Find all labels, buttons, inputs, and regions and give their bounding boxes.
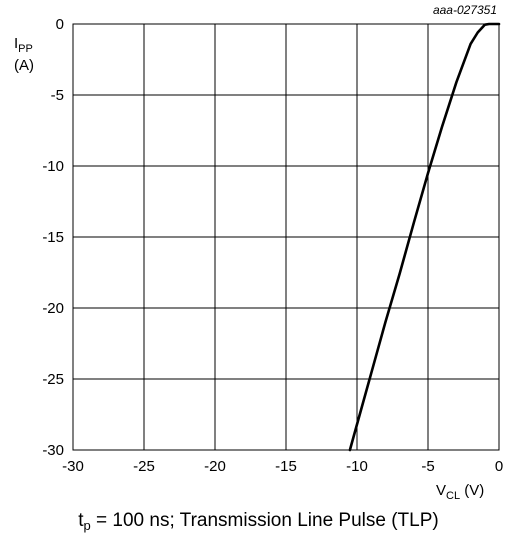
y-axis-label: IPP	[14, 35, 33, 55]
y-tick-label: -15	[42, 229, 64, 246]
y-tick-label: -20	[42, 300, 64, 317]
y-axis-unit: (A)	[14, 57, 34, 74]
y-tick-label: -30	[42, 442, 64, 459]
tlp-iv-chart: -30 -25 -20 -15 -10 -5 0 0 -5 -10 -15 -20 -25 -30 aa…	[14, 3, 503, 502]
y-tick-labels: 0 -5 -10 -15 -20 -25 -30	[42, 16, 64, 459]
x-tick-label: -15	[275, 458, 297, 475]
test-condition-caption: tp = 100 ns; Transmission Line Pulse (TL…	[78, 510, 439, 533]
x-tick-label: -30	[62, 458, 84, 475]
x-tick-label: -5	[421, 458, 434, 475]
y-tick-label: -10	[42, 158, 64, 175]
x-tick-label: -20	[204, 458, 226, 475]
x-tick-label: -10	[346, 458, 368, 475]
x-tick-label: -25	[133, 458, 155, 475]
y-tick-label: -25	[42, 371, 64, 388]
x-tick-label: 0	[495, 458, 503, 475]
y-tick-label: -5	[51, 87, 64, 104]
figure-code: aaa-027351	[433, 3, 497, 17]
y-tick-label: 0	[56, 16, 64, 33]
iv-curve-line	[348, 22, 501, 452]
grid	[73, 24, 499, 450]
x-axis-label: VCL (V)	[436, 482, 484, 502]
x-tick-labels: -30 -25 -20 -15 -10 -5 0	[62, 458, 503, 475]
